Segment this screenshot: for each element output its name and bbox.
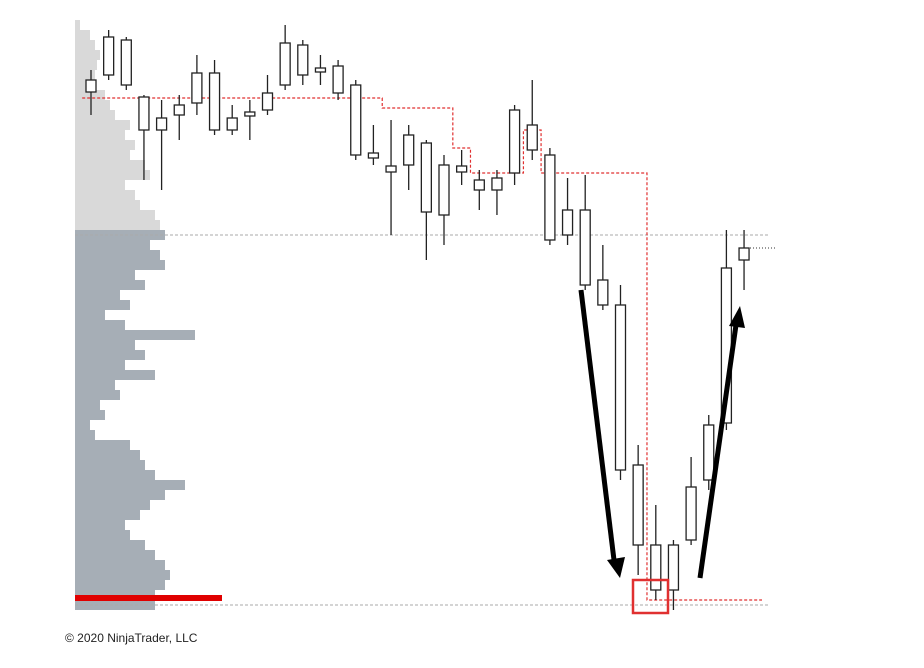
candle-body — [703, 424, 715, 481]
profile-bar — [75, 390, 120, 400]
profile-bar — [75, 80, 90, 90]
profile-bar — [75, 210, 155, 220]
candle-body — [473, 179, 485, 191]
profile-bar — [75, 140, 135, 150]
profile-bar — [75, 490, 165, 500]
candle-body — [208, 72, 221, 131]
candle-body — [332, 65, 344, 94]
candle-body — [120, 39, 132, 86]
candle-body — [632, 464, 644, 546]
profile-bar — [75, 370, 155, 380]
profile-bar — [75, 550, 155, 560]
profile-bar — [75, 280, 145, 290]
candle-body — [455, 165, 468, 173]
profile-bar — [75, 400, 100, 410]
candle-body — [508, 109, 521, 174]
profile-bar — [75, 310, 105, 320]
profile-bar — [75, 540, 145, 550]
profile-bar — [75, 190, 135, 200]
profile-bar — [75, 70, 95, 80]
profile-bar — [75, 410, 105, 420]
candle-body — [138, 96, 150, 131]
profile-bar — [75, 440, 130, 450]
candle-body — [544, 154, 556, 241]
arrows — [578, 289, 745, 579]
candle-body — [350, 84, 362, 156]
candle-body — [385, 165, 397, 173]
profile-bar — [75, 510, 140, 520]
candle-body — [314, 67, 327, 73]
candle-body — [279, 42, 291, 86]
profile-bar — [75, 110, 115, 120]
candle-body — [85, 79, 97, 93]
profile-bar — [75, 270, 135, 280]
profile-bar — [75, 430, 95, 440]
candle-body — [438, 164, 450, 216]
profile-bar — [75, 30, 90, 40]
profile-bar — [75, 480, 185, 490]
profile-bar — [75, 470, 155, 480]
profile-bar — [75, 520, 125, 530]
candle-body — [667, 544, 680, 591]
poc-bar — [75, 595, 222, 601]
candle-body — [297, 44, 309, 76]
candle-body — [420, 142, 433, 213]
profile-bar — [75, 170, 150, 180]
profile-bar — [75, 160, 145, 170]
candle-body — [403, 134, 415, 166]
candle-body — [738, 247, 750, 261]
candle-body — [244, 111, 256, 117]
candle-body — [685, 486, 697, 541]
profile-bar — [75, 260, 165, 270]
profile-bar — [75, 290, 120, 300]
profile-bar — [75, 130, 125, 140]
profile-bar — [75, 500, 150, 510]
profile-bar — [75, 220, 160, 230]
candle-body — [561, 209, 574, 236]
profile-bar — [75, 580, 165, 590]
profile-bar — [75, 20, 80, 30]
candle-body — [261, 92, 274, 111]
profile-bar — [75, 320, 125, 330]
copyright: © 2020 NinjaTrader, LLC — [65, 631, 198, 645]
profile-bar — [75, 300, 130, 310]
profile-bar — [75, 530, 130, 540]
profile-bar — [75, 50, 100, 60]
profile-bar — [75, 150, 130, 160]
profile-bar — [75, 330, 195, 340]
candle-body — [155, 117, 168, 131]
profile-bar — [75, 360, 125, 370]
profile-bar — [75, 240, 150, 250]
candle-body — [579, 209, 591, 286]
profile-bar — [75, 460, 145, 470]
candle-body — [103, 36, 115, 76]
profile-bar — [75, 200, 140, 210]
profile-bar — [75, 40, 95, 50]
profile-bar — [75, 570, 170, 580]
profile-bar — [75, 60, 97, 70]
profile-bar — [75, 420, 90, 430]
profile-bar — [75, 120, 130, 130]
profile-bar — [75, 180, 125, 190]
profile-bar — [75, 350, 145, 360]
highlight-box — [631, 578, 670, 615]
candle-body — [650, 544, 662, 591]
profile-bar — [75, 450, 140, 460]
candle-body — [173, 104, 185, 116]
candle-body — [491, 177, 503, 191]
candle-body — [597, 279, 609, 306]
candle-body — [226, 117, 238, 131]
candle-body — [526, 124, 538, 151]
candle-body — [614, 304, 627, 471]
profile-bar — [75, 100, 110, 110]
candle-body — [191, 72, 203, 104]
profile-bar — [75, 90, 105, 100]
profile-bar — [75, 560, 165, 570]
profile-bar — [75, 340, 135, 350]
candle-body — [367, 152, 380, 159]
profile-bar — [75, 380, 115, 390]
profile-bar — [75, 250, 160, 260]
